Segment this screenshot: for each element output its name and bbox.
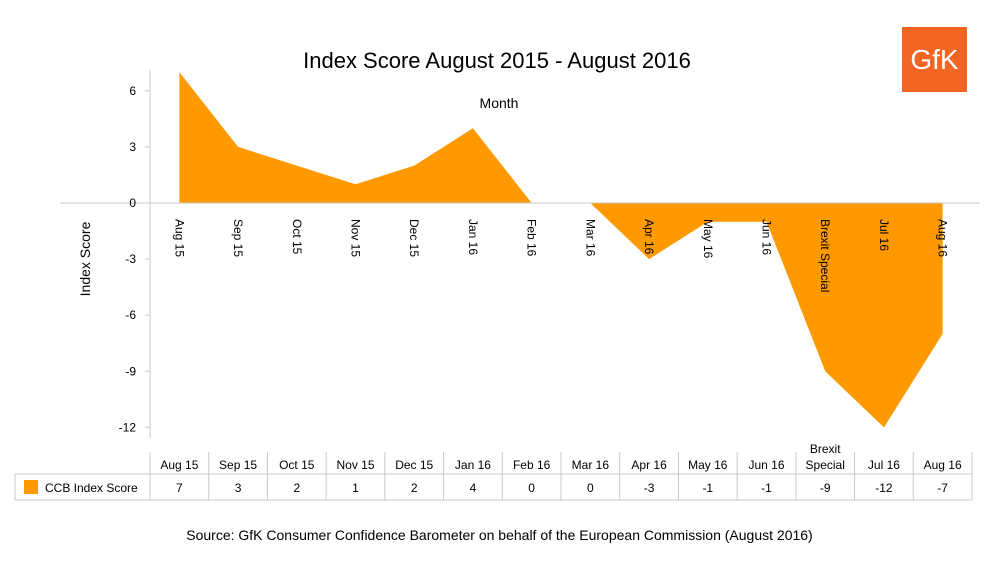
table-header: Brexit [810,442,841,456]
x-tick-label: Mar 16 [583,219,597,257]
table-header: May 16 [688,458,728,472]
table-cell-value: 3 [235,481,242,495]
x-tick-label: Feb 16 [525,219,539,257]
x-tick-label: Jun 16 [760,219,774,255]
table-header: Apr 16 [631,458,667,472]
table-header: Oct 15 [279,458,315,472]
table-header: Sep 15 [219,458,257,472]
table-cell-value: 0 [587,481,594,495]
x-tick-label: Jan 16 [466,219,480,255]
y-axis-label: Index Score [77,221,93,296]
x-tick-label: Brexit Special [818,219,832,292]
table-header: Nov 15 [336,458,374,472]
x-axis-label: Month [480,95,519,111]
table-header: Feb 16 [513,458,551,472]
x-tick-label: Aug 16 [936,219,950,257]
table-header: Jul 16 [868,458,900,472]
table-cell-value: 0 [528,481,535,495]
y-tick-label: -6 [125,308,136,322]
x-tick-label: May 16 [701,219,715,259]
table-cell-value: -3 [644,481,655,495]
gfk-logo: GfK [902,27,967,92]
table-cell-value: -1 [702,481,713,495]
table-cell-value: 2 [293,481,300,495]
table-header: Mar 16 [572,458,610,472]
x-tick-label: Sep 15 [231,219,245,257]
y-tick-label: 0 [129,196,136,210]
table-header: Special [806,458,845,472]
series-area-ccb-index-score [179,72,943,428]
table-header: Dec 15 [395,458,433,472]
legend-label: CCB Index Score [45,481,138,495]
y-tick-label: -9 [125,364,136,378]
gfk-logo-text: GfK [910,44,959,75]
x-tick-label: Dec 15 [407,219,421,257]
table-cell-value: -12 [875,481,893,495]
x-tick-label: Apr 16 [642,219,656,255]
table-header: Aug 15 [160,458,198,472]
table-cell-value: -9 [820,481,831,495]
y-tick-label: -3 [125,252,136,266]
y-tick-label: 6 [129,84,136,98]
table-cell-value: -1 [761,481,772,495]
gfk-logo-background [902,27,967,92]
table-header: Jan 16 [455,458,491,472]
x-tick-label: Aug 15 [172,219,186,257]
table-cell-value: 4 [470,481,477,495]
table-cell-value: -7 [937,481,948,495]
y-tick-label: -12 [119,420,137,434]
x-tick-label: Oct 15 [290,219,304,255]
table-header: Jun 16 [748,458,784,472]
table-cell-value: 1 [352,481,359,495]
table-header: Aug 16 [924,458,962,472]
table-cell-value: 2 [411,481,418,495]
y-tick-label: 3 [129,140,136,154]
source-note: Source: GfK Consumer Confidence Baromete… [186,527,813,543]
chart-title: Index Score August 2015 - August 2016 [303,48,691,73]
table-cell-value: 7 [176,481,183,495]
x-tick-label: Nov 15 [349,219,363,257]
x-tick-label: Jul 16 [877,219,891,251]
legend-swatch [24,480,38,494]
